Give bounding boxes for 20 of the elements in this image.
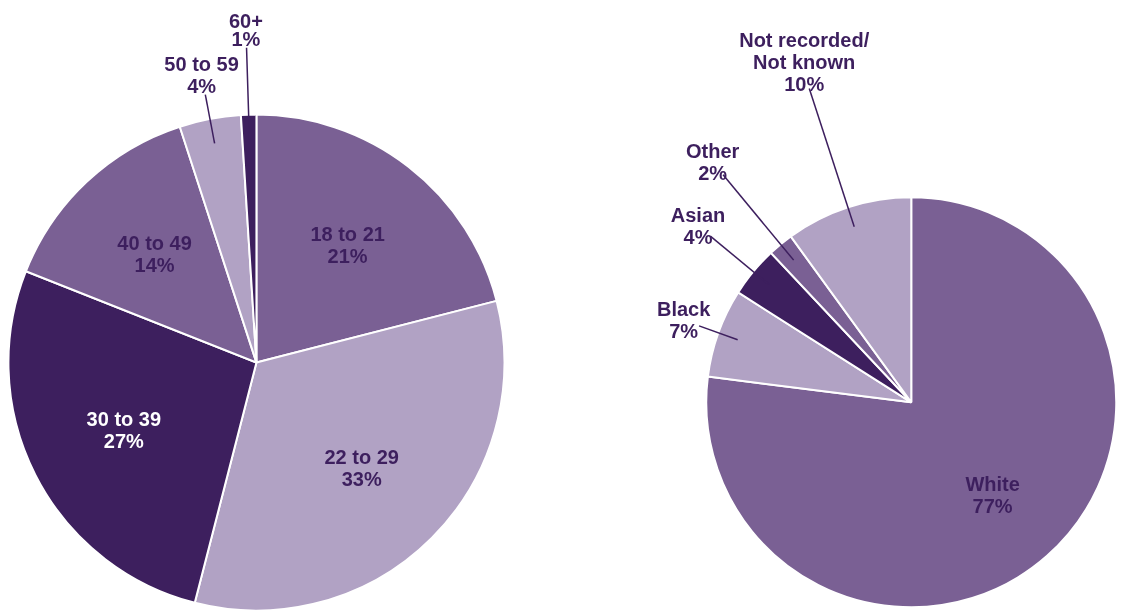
data-label: 4% bbox=[683, 225, 713, 248]
data-label: 27% bbox=[103, 430, 145, 453]
data-label: 7% bbox=[669, 320, 699, 343]
slice-label: 50 to 59 bbox=[164, 53, 239, 76]
slice-label: Black bbox=[656, 298, 712, 321]
data-label: 14% bbox=[134, 254, 175, 277]
data-label: 2% bbox=[698, 162, 728, 185]
slice-label: Other bbox=[685, 140, 740, 163]
slice-label: 18 to 21 bbox=[310, 223, 385, 245]
slice-label: 40 to 49 bbox=[117, 232, 192, 255]
slice-label: White bbox=[965, 472, 1020, 495]
slice-label: 22 to 29 bbox=[324, 445, 399, 468]
data-label: 21% bbox=[327, 245, 368, 267]
slice-label: Asian bbox=[670, 203, 726, 226]
slice-label: Not recorded/ Not known bbox=[739, 28, 870, 73]
data-label: 77% bbox=[972, 494, 1013, 517]
slice-label: 30 to 39 bbox=[86, 408, 162, 431]
data-label: 10% bbox=[784, 72, 825, 95]
data-label: 4% bbox=[187, 75, 217, 98]
data-label: 33% bbox=[341, 467, 382, 490]
